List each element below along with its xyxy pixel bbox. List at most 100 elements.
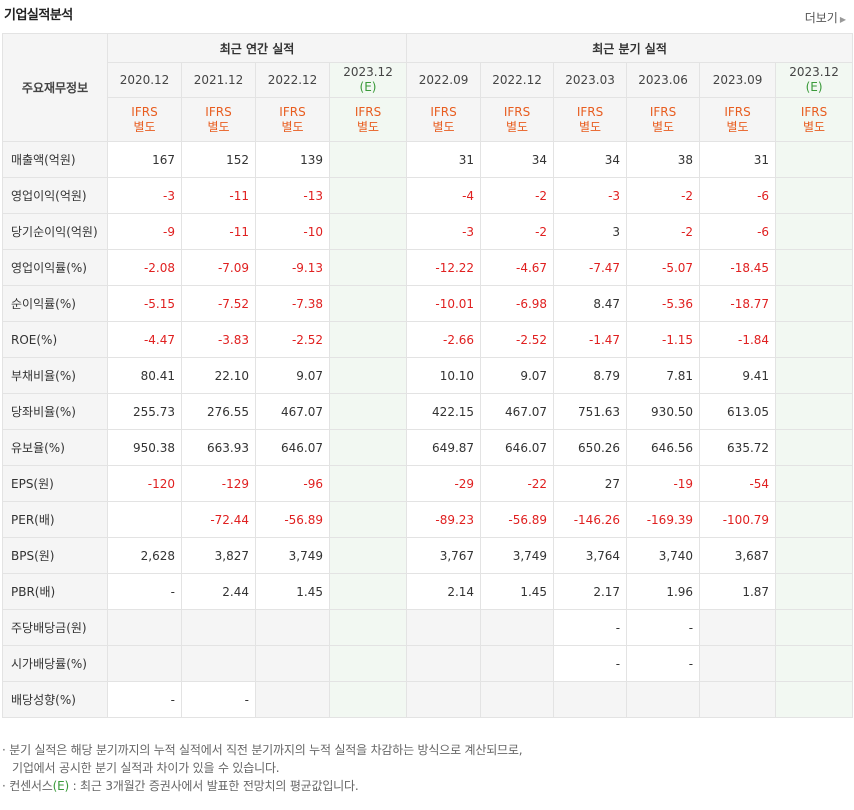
footnote-1: · 분기 실적은 해당 분기까지의 누적 실적에서 직전 분기까지의 누적 실적… bbox=[2, 743, 523, 757]
ifrs-label: IFRS bbox=[131, 104, 158, 119]
table-cell: -2 bbox=[626, 177, 701, 214]
row-label: 주당배당금(원) bbox=[2, 609, 108, 646]
table-cell: 3 bbox=[553, 213, 628, 250]
quarter-date-header: 2022.09 bbox=[406, 62, 482, 98]
table-cell: -56.89 bbox=[255, 501, 330, 538]
table-cell: -18.45 bbox=[699, 249, 777, 286]
table-cell: -1.47 bbox=[553, 321, 628, 358]
table-cell: - bbox=[181, 681, 256, 718]
table-cell: -10 bbox=[255, 213, 330, 250]
table-cell: 31 bbox=[406, 141, 482, 178]
table-cell: -11 bbox=[181, 213, 256, 250]
section-title: 기업실적분석 bbox=[4, 8, 73, 23]
table-cell: -54 bbox=[699, 465, 777, 502]
table-cell: 3,827 bbox=[181, 537, 256, 574]
table-cell: -3.83 bbox=[181, 321, 256, 358]
table-cell: 3,749 bbox=[255, 537, 330, 574]
table-cell: 276.55 bbox=[181, 393, 256, 430]
table-cell: - bbox=[107, 681, 182, 718]
table-cell: -9.13 bbox=[255, 249, 330, 286]
table-cell: -18.77 bbox=[699, 285, 777, 322]
table-cell: -5.15 bbox=[107, 285, 182, 322]
table-cell: - bbox=[553, 609, 628, 646]
date-label: 2023.12 bbox=[343, 65, 393, 79]
table-row: 유보율(%) 950.38 663.93 646.07 649.87 646.07 650.… bbox=[2, 429, 854, 466]
table-cell: 467.07 bbox=[255, 393, 330, 430]
table-cell bbox=[181, 609, 256, 646]
footnote-2: 기업에서 공시한 분기 실적과 차이가 있을 수 있습니다. bbox=[12, 761, 280, 775]
estimate-mark: (E) bbox=[359, 80, 377, 94]
quarter-group-header: 최근 분기 실적 bbox=[406, 33, 854, 63]
table-cell: 467.07 bbox=[480, 393, 555, 430]
table-cell bbox=[107, 501, 182, 538]
row-label: 시가배당률(%) bbox=[2, 645, 108, 682]
table-cell bbox=[107, 609, 182, 646]
table-cell: 646.56 bbox=[626, 429, 701, 466]
table-cell: 8.79 bbox=[553, 357, 628, 394]
date-label: 2021.12 bbox=[193, 72, 244, 87]
table-cell: 1.45 bbox=[480, 573, 555, 610]
table-cell bbox=[699, 645, 777, 682]
table-cell: -3 bbox=[553, 177, 628, 214]
ifrs-header: IFRS 별도 bbox=[328, 97, 408, 142]
table-cell: 930.50 bbox=[626, 393, 701, 430]
table-cell bbox=[775, 501, 854, 538]
table-cell: -2.52 bbox=[480, 321, 555, 358]
table-cell bbox=[328, 465, 408, 502]
table-cell bbox=[775, 393, 854, 430]
quarter-date-header: 2023.06 bbox=[626, 62, 701, 98]
table-cell bbox=[699, 681, 777, 718]
ifrs-header: IFRS 별도 bbox=[699, 97, 777, 142]
table-cell: -7.47 bbox=[553, 249, 628, 286]
footnote-3-mark: (E) bbox=[52, 779, 70, 793]
ifrs-label: IFRS bbox=[576, 104, 604, 119]
separate-label: 별도 bbox=[432, 119, 455, 134]
table-cell bbox=[775, 645, 854, 682]
table-cell: -2 bbox=[626, 213, 701, 250]
table-cell bbox=[328, 681, 408, 718]
table-cell: 9.07 bbox=[480, 357, 555, 394]
table-cell bbox=[328, 573, 408, 610]
table-cell: 646.07 bbox=[255, 429, 330, 466]
table-cell bbox=[406, 645, 482, 682]
table-cell bbox=[775, 357, 854, 394]
table-cell: 3,764 bbox=[553, 537, 628, 574]
more-link[interactable]: 더보기 ▶ bbox=[805, 9, 846, 26]
table-cell: -22 bbox=[480, 465, 555, 502]
ifrs-header: IFRS 별도 bbox=[255, 97, 330, 142]
table-cell bbox=[775, 429, 854, 466]
date-label: 2022.12 bbox=[492, 72, 542, 87]
table-cell: 27 bbox=[553, 465, 628, 502]
row-label: PBR(배) bbox=[2, 573, 108, 610]
row-label: 당좌비율(%) bbox=[2, 393, 108, 430]
table-cell: -7.52 bbox=[181, 285, 256, 322]
table-cell: 38 bbox=[626, 141, 701, 178]
footnote-3: · 컨센서스(E) : 최근 3개월간 증권사에서 발표한 전망치의 평균값입니… bbox=[2, 777, 522, 795]
table-row: 부채비율(%) 80.41 22.10 9.07 10.10 9.07 8.79 7.81 9.… bbox=[2, 357, 854, 394]
table-cell: -2.52 bbox=[255, 321, 330, 358]
quarter-date-header: 2022.12 bbox=[480, 62, 555, 98]
ifrs-label: IFRS bbox=[430, 104, 457, 119]
date-label: 2023.06 bbox=[638, 72, 688, 87]
table-cell: - bbox=[626, 645, 701, 682]
table-cell: 422.15 bbox=[406, 393, 482, 430]
separate-label: 별도 bbox=[726, 119, 749, 134]
separate-label: 별도 bbox=[803, 119, 826, 134]
ifrs-label: IFRS bbox=[279, 104, 306, 119]
date-label: 2022.09 bbox=[418, 72, 469, 87]
table-cell bbox=[775, 681, 854, 718]
separate-label: 별도 bbox=[281, 119, 304, 134]
chevron-right-icon: ▶ bbox=[839, 15, 846, 24]
footnotes: · 분기 실적은 해당 분기까지의 누적 실적에서 직전 분기까지의 누적 실적… bbox=[2, 741, 523, 795]
table-cell: -4.67 bbox=[480, 249, 555, 286]
table-cell: 255.73 bbox=[107, 393, 182, 430]
ifrs-header: IFRS 별도 bbox=[553, 97, 628, 142]
row-label: PER(배) bbox=[2, 501, 108, 538]
table-cell bbox=[406, 681, 482, 718]
table-row: 당기순이익(억원) -9 -11 -10 -3 -2 3 -2 -6 bbox=[2, 213, 854, 250]
estimate-mark: (E) bbox=[805, 80, 823, 94]
ifrs-label: IFRS bbox=[800, 104, 828, 119]
table-cell: -1.84 bbox=[699, 321, 777, 358]
table-cell: -5.36 bbox=[626, 285, 701, 322]
table-cell bbox=[775, 285, 854, 322]
